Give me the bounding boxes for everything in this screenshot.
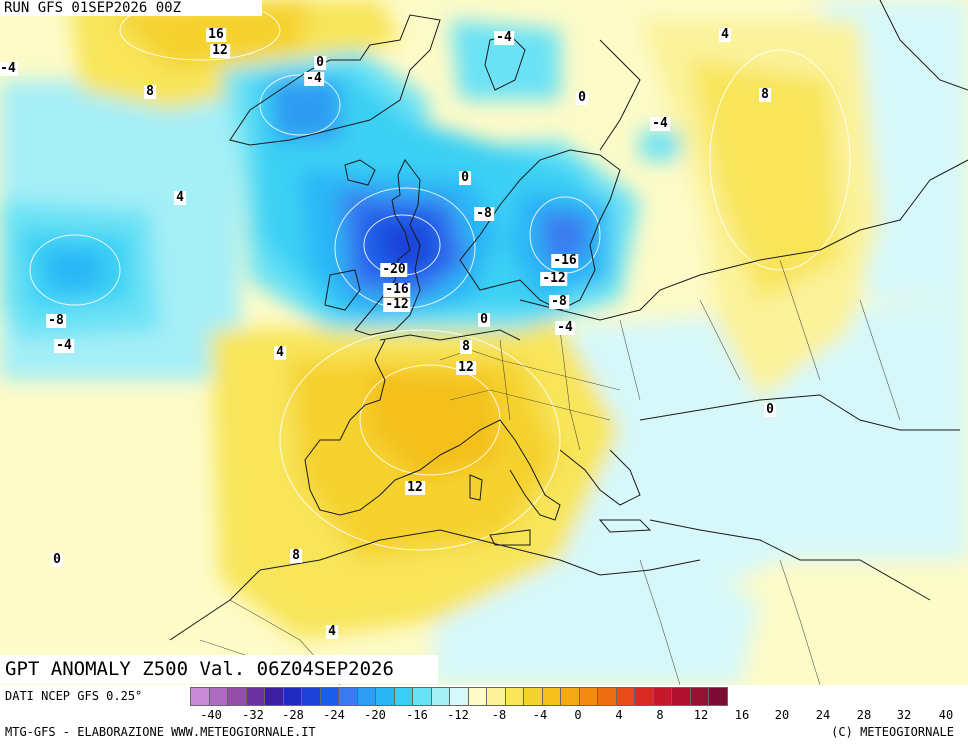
color-legend xyxy=(190,687,728,706)
legend-swatch xyxy=(412,687,432,706)
contour-label: -4 xyxy=(304,71,324,86)
legend-swatch xyxy=(393,687,413,706)
legend-ticks: -40 -32 -28 -24 -20 -16 -12 -8 -4 0 4 8 12 16 20 24 28 32… xyxy=(190,708,968,724)
contour-label: 8 xyxy=(759,87,771,102)
legend-tick: 28 xyxy=(856,708,872,722)
contour-label: 16 xyxy=(206,27,226,42)
legend-swatch xyxy=(578,687,598,706)
legend-swatch xyxy=(615,687,635,706)
contour-label: -4 xyxy=(650,116,670,131)
legend-swatch xyxy=(319,687,339,706)
run-label: RUN GFS 01SEP2026 00Z xyxy=(0,0,262,16)
legend-swatch xyxy=(449,687,469,706)
legend-swatch xyxy=(671,687,691,706)
legend-swatch xyxy=(375,687,395,706)
legend-tick: -4 xyxy=(532,708,548,722)
legend-tick: -28 xyxy=(282,708,304,722)
contour-label: -4 xyxy=(555,320,575,335)
legend-swatch xyxy=(560,687,580,706)
contour-label: 12 xyxy=(405,480,425,495)
contour-label: 12 xyxy=(456,360,476,375)
contour-label: 4 xyxy=(174,190,186,205)
contour-label: 0 xyxy=(764,402,776,417)
legend-swatch xyxy=(301,687,321,706)
contour-label: -4 xyxy=(0,61,18,76)
legend-tick: -16 xyxy=(406,708,428,722)
borders xyxy=(199,259,901,685)
contour-label: 12 xyxy=(210,43,230,58)
legend-tick: 40 xyxy=(938,708,954,722)
contour-label: -8 xyxy=(474,206,494,221)
legend-swatch xyxy=(467,687,487,706)
legend-swatch xyxy=(689,687,709,706)
contour-label: -4 xyxy=(54,338,74,353)
anomaly-map xyxy=(0,0,968,685)
coastlines xyxy=(169,0,968,641)
footer: DATI NCEP GFS 0.25° -40 -32 -28 -24 -20 -16 -1… xyxy=(0,685,968,745)
legend-tick: 16 xyxy=(734,708,750,722)
contour-label: -12 xyxy=(383,297,411,312)
contour-label: 8 xyxy=(144,84,156,99)
legend-swatch xyxy=(264,687,284,706)
contour-label: 8 xyxy=(290,548,302,563)
legend-swatch xyxy=(245,687,265,706)
legend-swatch xyxy=(190,687,210,706)
contour-label: 0 xyxy=(478,312,490,327)
contour-label: 4 xyxy=(326,624,338,639)
contour-label: 0 xyxy=(459,170,471,185)
legend-tick: -40 xyxy=(200,708,222,722)
contour-label: 4 xyxy=(274,345,286,360)
legend-tick: -20 xyxy=(364,708,386,722)
contour-label: 4 xyxy=(719,27,731,42)
legend-swatch xyxy=(634,687,654,706)
legend-swatch xyxy=(597,687,617,706)
legend-tick: 12 xyxy=(693,708,709,722)
anomaly-field xyxy=(0,0,968,685)
contour-label: -8 xyxy=(46,313,66,328)
legend-tick: -24 xyxy=(323,708,345,722)
contour-label: -12 xyxy=(540,271,568,286)
legend-tick: 24 xyxy=(815,708,831,722)
legend-swatch xyxy=(430,687,450,706)
contour-label: 8 xyxy=(460,339,472,354)
legend-swatch xyxy=(504,687,524,706)
legend-swatch xyxy=(523,687,543,706)
legend-tick: 0 xyxy=(574,708,582,722)
legend-swatch xyxy=(708,687,728,706)
contour-label: -4 xyxy=(494,30,514,45)
legend-swatch xyxy=(208,687,228,706)
map-title: GPT ANOMALY Z500 Val. 06Z04SEP2026 xyxy=(0,655,438,684)
contour-label: 0 xyxy=(51,552,63,567)
legend-swatch xyxy=(486,687,506,706)
legend-tick: 20 xyxy=(774,708,790,722)
contour-label: 0 xyxy=(314,55,326,70)
legend-tick: -8 xyxy=(491,708,507,722)
contour-label: 0 xyxy=(576,90,588,105)
legend-swatch xyxy=(541,687,561,706)
legend-swatch xyxy=(338,687,358,706)
legend-tick: -32 xyxy=(242,708,264,722)
legend-swatch xyxy=(356,687,376,706)
legend-swatch xyxy=(282,687,302,706)
credit-right: (C) METEOGIORNALE xyxy=(831,725,954,739)
legend-tick: 8 xyxy=(656,708,664,722)
data-source: DATI NCEP GFS 0.25° xyxy=(5,689,143,703)
legend-swatch xyxy=(227,687,247,706)
legend-tick: 4 xyxy=(615,708,623,722)
contour-label: -16 xyxy=(383,282,411,297)
credit-left: MTG-GFS - ELABORAZIONE WWW.METEOGIORNALE… xyxy=(5,725,316,739)
legend-swatch xyxy=(652,687,672,706)
contour-label: -16 xyxy=(551,253,579,268)
contour-label: -20 xyxy=(380,262,408,277)
legend-tick: 32 xyxy=(896,708,912,722)
contour-label: -8 xyxy=(549,294,569,309)
legend-tick: -12 xyxy=(447,708,469,722)
